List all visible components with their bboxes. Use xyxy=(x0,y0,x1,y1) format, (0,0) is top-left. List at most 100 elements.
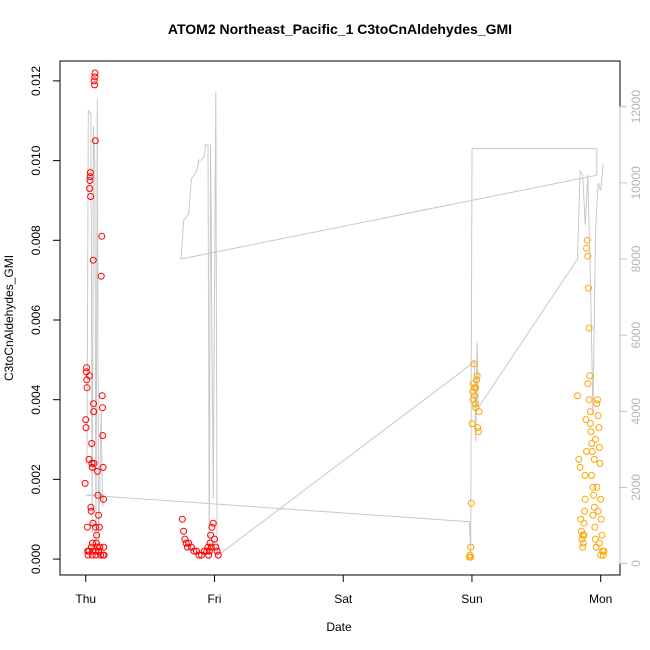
data-point xyxy=(88,551,96,559)
data-point xyxy=(83,384,91,392)
x-tick-label: Thu xyxy=(75,592,96,606)
y-tick-label: 0.004 xyxy=(29,384,43,414)
data-point xyxy=(583,448,590,455)
data-point xyxy=(595,424,603,432)
data-point xyxy=(590,491,598,499)
data-point xyxy=(472,404,480,412)
data-point xyxy=(92,539,100,547)
data-point xyxy=(83,364,90,372)
data-point xyxy=(203,547,211,555)
data-point xyxy=(473,372,481,380)
data-point xyxy=(585,284,592,292)
data-point xyxy=(469,396,477,404)
data-point xyxy=(88,459,96,467)
data-point xyxy=(579,539,587,547)
data-point xyxy=(90,77,98,85)
data-point xyxy=(91,137,99,145)
data-point xyxy=(581,471,589,479)
data-point xyxy=(88,463,96,471)
data-point xyxy=(586,372,594,380)
data-point xyxy=(209,519,217,527)
data-point xyxy=(475,408,483,416)
data-point xyxy=(96,543,104,551)
data-point xyxy=(574,392,581,400)
data-point xyxy=(583,244,590,252)
x-tick-label: Mon xyxy=(589,592,612,606)
data-point xyxy=(88,539,96,547)
data-point xyxy=(200,547,208,555)
data-point xyxy=(578,535,586,543)
data-point xyxy=(474,428,482,436)
data-point xyxy=(474,424,482,432)
data-point xyxy=(577,515,585,523)
data-point xyxy=(204,543,212,551)
data-point xyxy=(471,392,478,400)
data-point xyxy=(190,547,198,555)
data-point xyxy=(467,553,475,561)
data-point xyxy=(81,479,89,487)
data-point xyxy=(468,420,476,428)
data-point xyxy=(586,420,594,428)
data-point xyxy=(593,483,601,491)
data-point xyxy=(580,519,588,527)
data-point xyxy=(91,73,99,81)
data-point xyxy=(211,535,218,543)
y-tick-label: 0.008 xyxy=(29,225,43,255)
data-point xyxy=(88,440,96,447)
data-point xyxy=(84,551,92,559)
data-point xyxy=(212,543,220,551)
data-point xyxy=(181,535,189,543)
data-point xyxy=(583,236,591,244)
data-point xyxy=(86,173,94,181)
data-point xyxy=(89,256,97,264)
data-point xyxy=(87,503,95,511)
right-y-tick-label: 6000 xyxy=(629,321,643,348)
data-point xyxy=(588,471,596,479)
data-point xyxy=(183,543,191,551)
right-y-tick-label: 4000 xyxy=(629,398,643,425)
data-point xyxy=(93,543,101,551)
data-point xyxy=(91,69,99,77)
y-axis-label: C3toCnAldehydes_GMI xyxy=(2,255,16,381)
data-point xyxy=(589,483,597,491)
data-point xyxy=(584,380,592,388)
series-points-group xyxy=(81,69,608,561)
data-point xyxy=(182,539,190,547)
data-point xyxy=(595,444,603,451)
data-point xyxy=(86,177,94,184)
data-point xyxy=(99,404,106,412)
series-line-group xyxy=(85,91,604,560)
data-point xyxy=(470,360,478,368)
data-point xyxy=(588,440,596,447)
data-point xyxy=(592,436,599,443)
data-point xyxy=(95,547,103,555)
x-axis-label: Date xyxy=(326,620,352,634)
data-point xyxy=(90,408,98,416)
data-point xyxy=(473,376,480,384)
data-point xyxy=(206,539,214,547)
x-tick-label: Fri xyxy=(207,592,221,606)
data-point xyxy=(93,531,101,539)
data-point xyxy=(205,547,213,555)
data-point xyxy=(99,463,107,471)
data-point xyxy=(596,459,604,467)
data-point xyxy=(599,551,607,559)
data-point xyxy=(100,495,107,503)
data-point xyxy=(92,547,100,555)
data-point xyxy=(594,507,602,515)
data-point xyxy=(94,491,102,499)
y-tick-label: 0.006 xyxy=(29,305,43,335)
data-point xyxy=(471,384,478,392)
data-point xyxy=(82,416,90,424)
data-point xyxy=(579,543,587,551)
data-point xyxy=(98,392,106,400)
right-y-tick-label: 2000 xyxy=(629,474,643,501)
x-axis: Thu Fri Sat Sun Mon xyxy=(75,574,612,606)
data-point xyxy=(592,535,599,543)
data-point xyxy=(588,448,596,455)
chart-title: ATOM2 Northeast_Pacific_1 C3toCnAldehyde… xyxy=(168,21,512,37)
data-point xyxy=(576,463,584,471)
data-point xyxy=(87,193,95,200)
data-point xyxy=(97,551,105,559)
data-point xyxy=(582,416,590,424)
